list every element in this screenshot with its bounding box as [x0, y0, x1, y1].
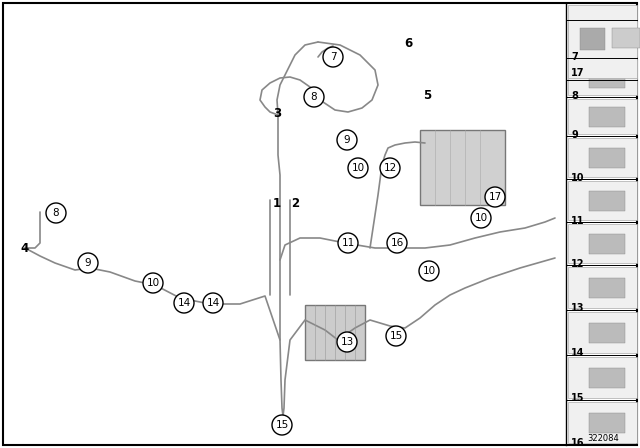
Text: 15: 15 [389, 331, 403, 341]
FancyBboxPatch shape [580, 28, 605, 50]
FancyBboxPatch shape [568, 22, 637, 56]
FancyBboxPatch shape [420, 130, 505, 205]
Circle shape [272, 415, 292, 435]
Text: 9: 9 [84, 258, 92, 268]
FancyBboxPatch shape [568, 357, 637, 398]
FancyBboxPatch shape [589, 367, 625, 388]
Circle shape [174, 293, 194, 313]
Text: 15: 15 [571, 393, 584, 403]
Circle shape [304, 87, 324, 107]
Text: 15: 15 [275, 420, 289, 430]
Text: 16: 16 [390, 238, 404, 248]
Text: 8: 8 [310, 92, 317, 102]
Text: 7: 7 [330, 52, 336, 62]
FancyBboxPatch shape [568, 402, 637, 443]
FancyBboxPatch shape [589, 413, 625, 432]
Text: 10: 10 [422, 266, 436, 276]
Text: 10: 10 [351, 163, 365, 173]
Text: 4: 4 [21, 241, 29, 254]
Text: 322084: 322084 [587, 434, 619, 443]
Text: 17: 17 [571, 69, 584, 78]
FancyBboxPatch shape [589, 147, 625, 168]
Text: 16: 16 [571, 438, 584, 448]
Text: 9: 9 [344, 135, 350, 145]
Text: 1: 1 [273, 197, 281, 210]
Text: 10: 10 [571, 172, 584, 182]
FancyBboxPatch shape [612, 28, 640, 47]
Text: 10: 10 [474, 213, 488, 223]
Text: 7: 7 [571, 52, 578, 62]
FancyBboxPatch shape [568, 138, 637, 177]
Text: 5: 5 [423, 89, 431, 102]
Circle shape [337, 332, 357, 352]
Circle shape [471, 208, 491, 228]
Text: 14: 14 [177, 298, 191, 308]
Circle shape [380, 158, 400, 178]
Circle shape [323, 47, 343, 67]
Text: 14: 14 [571, 348, 584, 358]
FancyBboxPatch shape [568, 60, 637, 95]
FancyBboxPatch shape [568, 5, 637, 78]
FancyBboxPatch shape [589, 29, 625, 49]
FancyBboxPatch shape [568, 312, 637, 353]
Circle shape [337, 130, 357, 150]
FancyBboxPatch shape [568, 267, 637, 308]
Text: 14: 14 [206, 298, 220, 308]
Text: 10: 10 [147, 278, 159, 288]
Circle shape [46, 203, 66, 223]
FancyBboxPatch shape [589, 190, 625, 211]
Text: 17: 17 [488, 192, 502, 202]
FancyBboxPatch shape [568, 224, 637, 263]
Text: 12: 12 [571, 258, 584, 268]
Text: 11: 11 [571, 215, 584, 225]
Circle shape [419, 261, 439, 281]
Text: 2: 2 [291, 197, 299, 210]
Text: 8: 8 [52, 208, 60, 218]
Circle shape [203, 293, 223, 313]
Text: 9: 9 [571, 130, 578, 140]
Circle shape [386, 326, 406, 346]
FancyBboxPatch shape [305, 305, 365, 360]
FancyBboxPatch shape [589, 277, 625, 297]
Circle shape [338, 233, 358, 253]
Text: 13: 13 [571, 303, 584, 313]
FancyBboxPatch shape [589, 323, 625, 343]
FancyBboxPatch shape [589, 68, 625, 87]
Circle shape [143, 273, 163, 293]
FancyBboxPatch shape [568, 99, 637, 134]
Circle shape [78, 253, 98, 273]
Circle shape [485, 187, 505, 207]
Text: 3: 3 [273, 107, 281, 120]
Circle shape [348, 158, 368, 178]
Circle shape [387, 233, 407, 253]
FancyBboxPatch shape [568, 181, 637, 220]
Text: 8: 8 [571, 91, 578, 101]
Text: 12: 12 [383, 163, 397, 173]
FancyBboxPatch shape [589, 107, 625, 126]
Text: 6: 6 [404, 36, 412, 49]
Text: 13: 13 [340, 337, 354, 347]
FancyBboxPatch shape [589, 233, 625, 254]
Text: 11: 11 [341, 238, 355, 248]
